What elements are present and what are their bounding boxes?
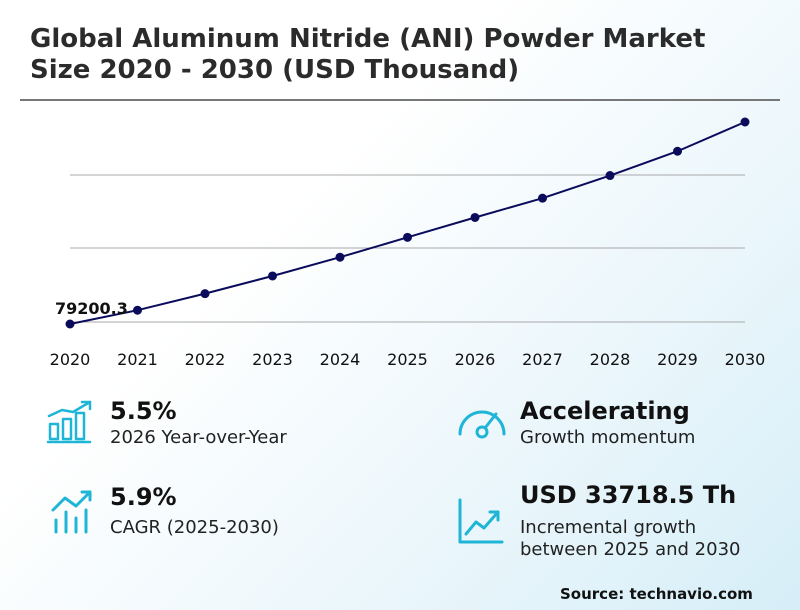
title-line-2: Size 2020 - 2030 (USD Thousand) bbox=[30, 55, 520, 85]
data-point-2030 bbox=[740, 117, 750, 127]
gauge-icon bbox=[458, 410, 506, 439]
data-point-2020 bbox=[65, 319, 75, 329]
x-tick-label-2022: 2022 bbox=[185, 350, 226, 369]
bar-growth-icon bbox=[46, 400, 92, 444]
stat-incremental: USD 33718.5 Th Incremental growth betwee… bbox=[520, 481, 740, 561]
title-line-1: Global Aluminum Nitride (ANI) Powder Mar… bbox=[30, 24, 706, 54]
x-tick-label-2021: 2021 bbox=[117, 350, 158, 369]
data-point-2025 bbox=[403, 232, 412, 242]
data-label-2020: 79200.3 bbox=[55, 299, 128, 318]
data-point-2022 bbox=[200, 289, 210, 299]
x-tick-label-2028: 2028 bbox=[590, 350, 631, 369]
chart-trend-icon bbox=[51, 490, 92, 534]
title-divider bbox=[20, 99, 780, 101]
series-line bbox=[69, 121, 746, 325]
line-chart: 2020 2021 2022 2023 2024 2025 2026 2027 2028 2029… bbox=[50, 117, 766, 369]
source-note: Source: technavio.com bbox=[560, 585, 753, 603]
data-point-2029 bbox=[673, 146, 682, 156]
data-point-2026 bbox=[470, 212, 480, 222]
x-tick-label-2024: 2024 bbox=[320, 350, 361, 369]
data-point-2027 bbox=[538, 193, 547, 203]
stat-incremental-value: USD 33718.5 Th bbox=[520, 481, 737, 509]
stat-yoy-value: 5.5% bbox=[110, 397, 177, 425]
line-up-icon bbox=[458, 498, 504, 544]
stat-cagr: 5.9% CAGR (2025-2030) bbox=[110, 483, 279, 539]
x-tick-label-2027: 2027 bbox=[522, 350, 563, 369]
x-tick-label-2020: 2020 bbox=[50, 350, 91, 369]
data-point-2021 bbox=[133, 305, 142, 315]
stat-yoy-label: 2026 Year-over-Year bbox=[110, 427, 287, 448]
data-point-2028 bbox=[605, 171, 615, 181]
chart-title: Global Aluminum Nitride (ANI) Powder Mar… bbox=[30, 24, 780, 86]
data-point-2024 bbox=[335, 252, 345, 262]
x-tick-label-2023: 2023 bbox=[252, 350, 293, 369]
stat-incremental-label-1: Incremental growth bbox=[520, 517, 697, 538]
stat-incremental-label-2: between 2025 and 2030 bbox=[520, 539, 741, 560]
x-tick-label-2025: 2025 bbox=[387, 350, 428, 369]
stat-cagr-label: CAGR (2025-2030) bbox=[110, 517, 279, 538]
stat-momentum-label: Growth momentum bbox=[520, 427, 696, 448]
data-point-2023 bbox=[268, 271, 277, 281]
stat-momentum-value: Accelerating bbox=[520, 397, 690, 425]
stat-cagr-value: 5.9% bbox=[110, 483, 177, 511]
stat-yoy: 5.5% 2026 Year-over-Year bbox=[110, 397, 287, 449]
x-tick-label-2030: 2030 bbox=[725, 350, 766, 369]
x-tick-label-2029: 2029 bbox=[657, 350, 698, 369]
x-tick-label-2026: 2026 bbox=[455, 350, 496, 369]
stat-momentum: Accelerating Growth momentum bbox=[520, 397, 695, 449]
